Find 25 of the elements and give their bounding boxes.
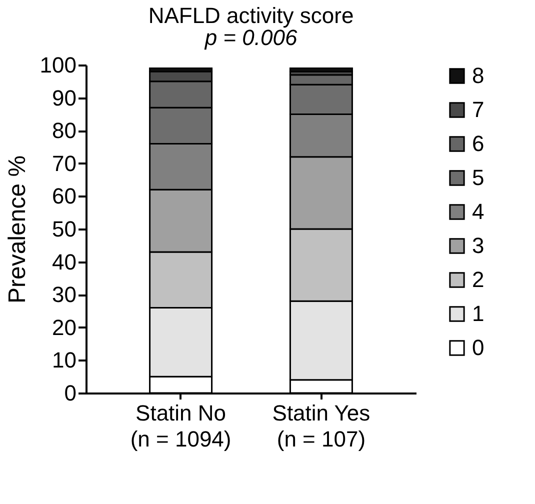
legend-label: 7 xyxy=(472,97,484,122)
bar xyxy=(289,68,353,72)
legend-label: 0 xyxy=(472,335,484,360)
y-tick-label: 80 xyxy=(52,118,76,144)
y-tick-label: 50 xyxy=(52,216,76,242)
legend-label: 1 xyxy=(472,301,484,326)
legend-label: 6 xyxy=(472,131,484,156)
y-tick-label: 40 xyxy=(52,249,76,274)
legend-label: 3 xyxy=(472,233,484,258)
legend-label: 4 xyxy=(472,199,484,224)
x-tick-label: Statin Yes (n = 107) xyxy=(272,400,370,452)
legend-label: 2 xyxy=(472,267,484,292)
y-tick-label: 0 xyxy=(64,380,76,406)
y-axis-title: Prevalence % xyxy=(4,155,31,304)
x-tick-label: Statin No (n = 1094) xyxy=(130,400,232,452)
y-tick-label: 20 xyxy=(52,314,76,340)
y-tick-label: 90 xyxy=(52,85,76,110)
legend-label: 5 xyxy=(472,165,484,190)
y-tick-label: 100 xyxy=(40,52,76,78)
y-tick-label: 70 xyxy=(52,150,76,176)
y-tick-label: 10 xyxy=(52,348,76,373)
chart-title: NAFLD activity score xyxy=(148,3,354,28)
legend-label: 8 xyxy=(472,63,484,88)
y-tick-label: 30 xyxy=(52,282,76,308)
y-tick-label: 60 xyxy=(52,184,76,209)
